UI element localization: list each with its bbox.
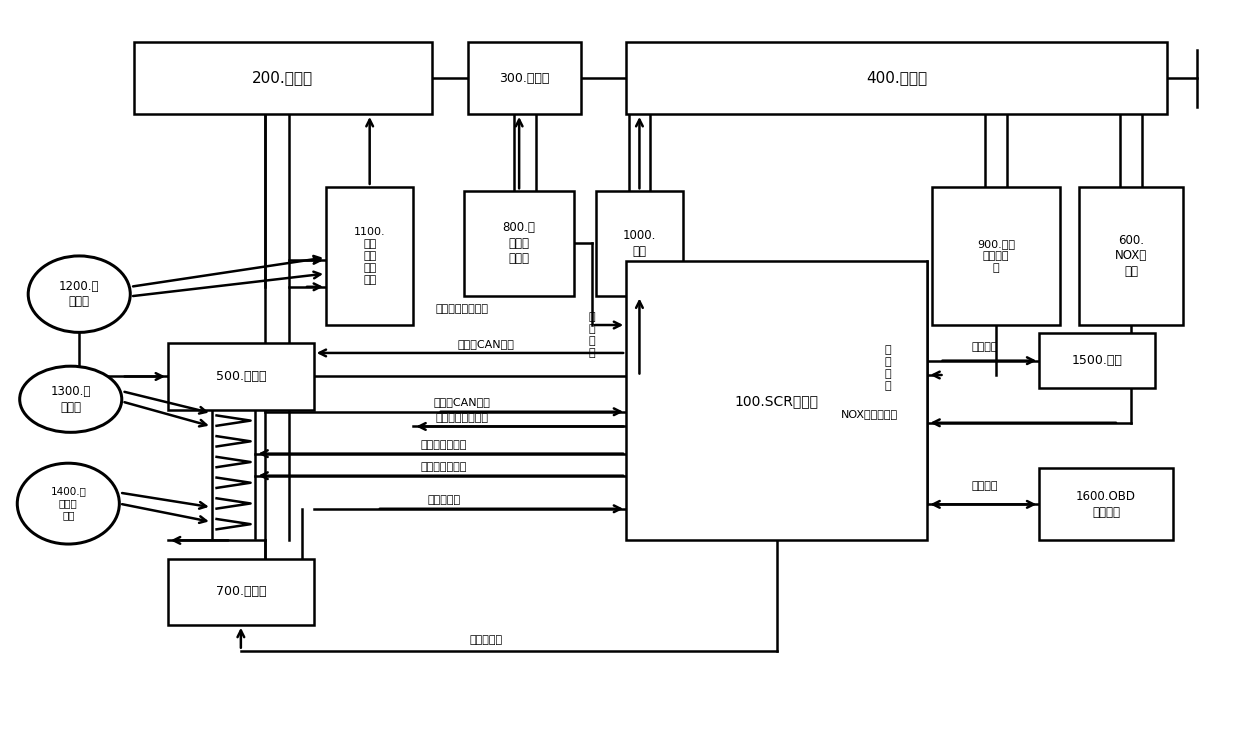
- Text: 1600.OBD
诊断设备: 1600.OBD 诊断设备: [1076, 490, 1136, 518]
- Bar: [465, 191, 574, 296]
- Bar: [626, 261, 928, 540]
- Bar: [595, 191, 683, 296]
- Ellipse shape: [17, 464, 119, 544]
- Bar: [1039, 333, 1154, 388]
- Text: 300.排气管: 300.排气管: [500, 71, 549, 85]
- Bar: [167, 344, 314, 410]
- Text: 尿素罐温度: 尿素罐温度: [470, 634, 503, 644]
- Text: 1300.加
热管路: 1300.加 热管路: [51, 385, 91, 413]
- Text: 诊断信息: 诊断信息: [971, 481, 998, 491]
- Text: 1400.尿
素溶液
管路: 1400.尿 素溶液 管路: [51, 487, 87, 520]
- Ellipse shape: [29, 256, 130, 332]
- Text: NOX传感器信息: NOX传感器信息: [841, 409, 898, 419]
- Text: 尿素罐液位: 尿素罐液位: [428, 495, 460, 505]
- Text: 600.
NOX传
感器: 600. NOX传 感器: [1115, 234, 1147, 278]
- Text: 700.尿素罐: 700.尿素罐: [216, 585, 267, 598]
- Text: 1000.
喷嘴: 1000. 喷嘴: [622, 230, 656, 258]
- Text: 电阻丝加热控制: 电阻丝加热控制: [420, 462, 467, 472]
- Text: 800.上
游温度
传感器: 800.上 游温度 传感器: [502, 221, 536, 266]
- Text: 400.催化器: 400.催化器: [866, 70, 928, 86]
- Ellipse shape: [20, 366, 122, 432]
- Text: 1200.供
水管路: 1200.供 水管路: [60, 280, 99, 308]
- Text: 下
游
温
度: 下 游 温 度: [884, 345, 890, 391]
- Bar: [326, 187, 413, 325]
- Bar: [626, 42, 1167, 114]
- Text: 仪表信息: 仪表信息: [971, 343, 998, 352]
- Text: 500.计量泵: 500.计量泵: [216, 370, 267, 383]
- Bar: [134, 42, 432, 114]
- Text: 200.发动机: 200.发动机: [252, 70, 314, 86]
- Text: 计量泵CAN信息: 计量泵CAN信息: [458, 339, 515, 350]
- Text: 1100.
冷却
水控
制电
磁阀: 1100. 冷却 水控 制电 磁阀: [353, 227, 386, 285]
- Bar: [1079, 187, 1183, 325]
- Text: 发动机CAN信息: 发动机CAN信息: [434, 398, 491, 407]
- Text: 1500.仪表: 1500.仪表: [1071, 354, 1122, 368]
- Bar: [467, 42, 582, 114]
- Bar: [167, 559, 314, 625]
- Text: 电阻丝加热控制: 电阻丝加热控制: [420, 440, 467, 450]
- Bar: [932, 187, 1060, 325]
- Text: 100.SCR控制器: 100.SCR控制器: [735, 394, 818, 408]
- Text: 喷嘴尿素溶液罐路: 喷嘴尿素溶液罐路: [435, 304, 489, 313]
- Text: 冷却水电磁阀控制: 冷却水电磁阀控制: [435, 413, 489, 423]
- Bar: [1039, 468, 1173, 540]
- Text: 上
游
温
度: 上 游 温 度: [589, 311, 595, 358]
- Text: 900.下游
温度传感
器: 900.下游 温度传感 器: [977, 239, 1016, 273]
